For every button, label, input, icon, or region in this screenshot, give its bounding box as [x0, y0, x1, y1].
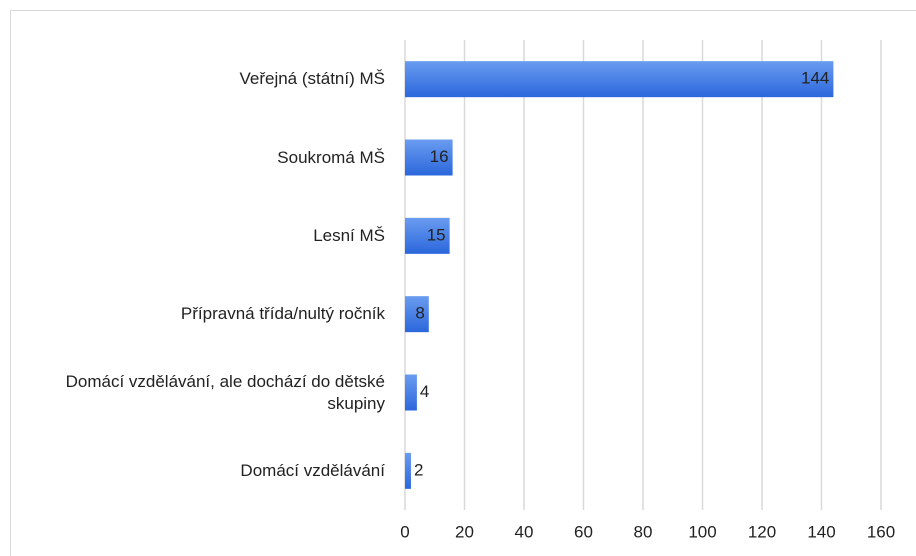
bar	[405, 139, 453, 176]
x-tick-label: 80	[634, 522, 653, 541]
data-label: 16	[430, 147, 449, 166]
data-label: 4	[420, 382, 429, 401]
y-tick-label: Domácí vzdělávání, ale dochází do dětské…	[65, 371, 385, 413]
bar	[405, 296, 429, 333]
data-label: 15	[427, 225, 446, 244]
y-tick-label: Přípravná třída/nultý ročník	[180, 304, 385, 324]
y-tick-label: Soukromá MŠ	[277, 147, 385, 167]
y-tick-label: Domácí vzdělávání	[240, 460, 385, 480]
x-tick-label: 160	[867, 522, 895, 541]
bar	[405, 61, 834, 98]
data-label: 8	[415, 304, 424, 323]
y-tick-label: Veřejná (státní) MŠ	[239, 69, 385, 89]
data-label: 2	[414, 460, 423, 479]
x-tick-label: 40	[515, 522, 534, 541]
x-tick-label: 0	[400, 522, 409, 541]
x-tick-label: 140	[807, 522, 835, 541]
x-tick-label: 20	[455, 522, 474, 541]
bar	[405, 452, 411, 489]
x-tick-label: 100	[688, 522, 716, 541]
bar	[405, 217, 450, 254]
bar	[405, 374, 417, 411]
x-tick-label: 60	[574, 522, 593, 541]
frame	[10, 10, 916, 556]
data-label: 144	[801, 69, 829, 88]
y-tick-label: Lesní MŠ	[313, 225, 385, 245]
x-tick-label: 120	[748, 522, 776, 541]
